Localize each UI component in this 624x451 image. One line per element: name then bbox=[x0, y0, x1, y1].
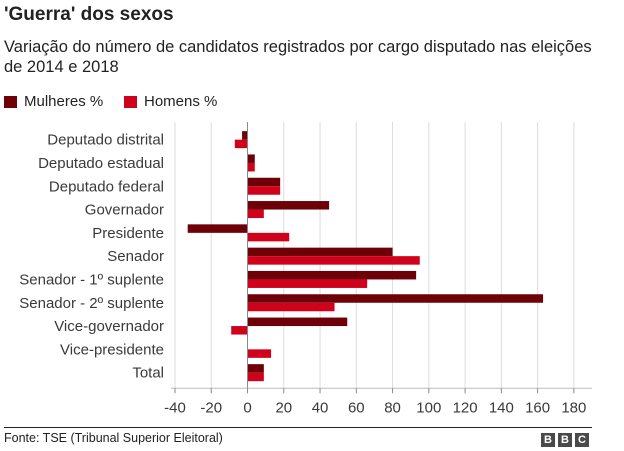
x-tick-label: 80 bbox=[384, 399, 401, 416]
chart-subtitle: Variação do número de candidatos registr… bbox=[4, 38, 592, 76]
x-tick-label: 60 bbox=[348, 399, 365, 416]
bar-mulheres bbox=[242, 131, 248, 140]
bbc-logo-letter: C bbox=[575, 433, 589, 447]
x-tick-label: 0 bbox=[243, 399, 251, 416]
category-label: Senador - 1º suplente bbox=[19, 271, 164, 288]
bar-mulheres bbox=[247, 177, 281, 187]
category-label: Vice-governador bbox=[54, 318, 164, 335]
bar-mulheres bbox=[247, 294, 544, 303]
bar-homens bbox=[247, 349, 272, 358]
bar-homens bbox=[247, 372, 264, 382]
x-tick-label: 160 bbox=[525, 399, 550, 416]
bbc-logo-letter: B bbox=[558, 433, 572, 447]
x-tick-label: 40 bbox=[312, 399, 329, 416]
bar-homens bbox=[247, 256, 420, 265]
bar-mulheres bbox=[247, 317, 348, 327]
category-label: Deputado federal bbox=[49, 178, 164, 195]
bar-homens bbox=[247, 162, 255, 172]
category-label: Total bbox=[132, 365, 164, 382]
x-tick-label: -20 bbox=[200, 399, 222, 416]
bar-mulheres bbox=[247, 364, 264, 373]
bar-homens bbox=[247, 302, 335, 312]
category-label: Senador bbox=[107, 248, 164, 265]
x-tick-label: 100 bbox=[416, 399, 441, 416]
bbc-logo-letter: B bbox=[541, 433, 555, 447]
bar-mulheres bbox=[247, 154, 255, 163]
bar-homens bbox=[247, 279, 368, 288]
bar-mulheres bbox=[187, 224, 248, 233]
legend-label-mulheres: Mulheres % bbox=[24, 93, 104, 110]
category-label: Senador - 2º suplente bbox=[19, 295, 164, 312]
footer-divider bbox=[4, 427, 592, 428]
category-label: Presidente bbox=[92, 225, 164, 242]
x-tick-label: 20 bbox=[275, 399, 292, 416]
x-tick-label: 180 bbox=[561, 399, 586, 416]
bar-homens bbox=[247, 186, 281, 195]
bar-mulheres bbox=[247, 270, 417, 280]
bar-chart: Deputado distrital Deputado estadual Deput… bbox=[19, 122, 592, 416]
bar-mulheres bbox=[247, 201, 330, 210]
bar-homens bbox=[234, 139, 248, 149]
category-label: Deputado estadual bbox=[38, 155, 164, 172]
legend-swatch-homens bbox=[124, 96, 137, 108]
legend-label-homens: Homens % bbox=[144, 93, 218, 110]
category-label: Governador bbox=[85, 202, 164, 219]
bar-mulheres bbox=[247, 247, 393, 257]
chart-title: 'Guerra' dos sexos bbox=[4, 4, 174, 25]
legend-swatch-mulheres bbox=[4, 96, 17, 108]
x-tick-label: 120 bbox=[453, 399, 478, 416]
x-tick-label: -40 bbox=[164, 399, 186, 416]
bar-homens bbox=[231, 326, 248, 335]
bar-homens bbox=[247, 232, 290, 242]
x-tick-label: 140 bbox=[489, 399, 514, 416]
bar-homens bbox=[247, 209, 264, 219]
category-label: Deputado distrital bbox=[47, 132, 164, 149]
category-label: Vice-presidente bbox=[60, 341, 164, 358]
source-note: Fonte: TSE (Tribunal Superior Eleitoral) bbox=[4, 431, 223, 445]
